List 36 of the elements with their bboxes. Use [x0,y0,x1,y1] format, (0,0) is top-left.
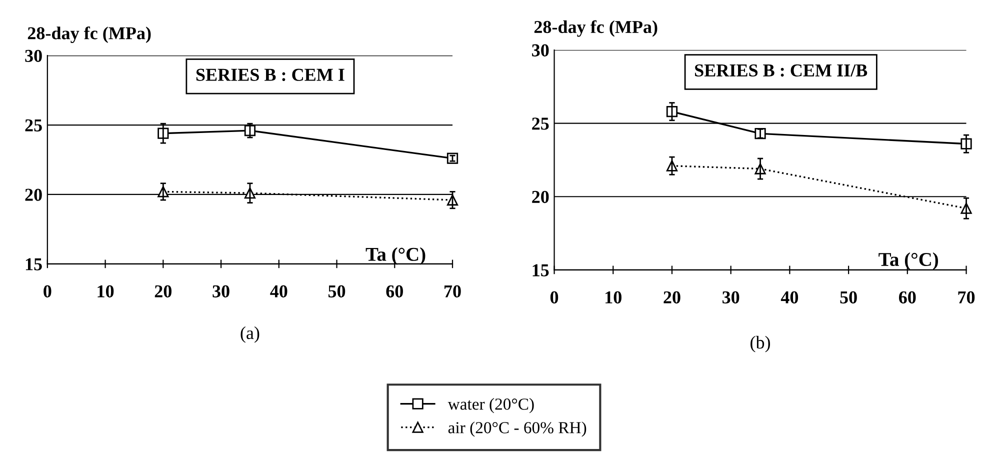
y-tick-label: 30 [25,50,42,62]
point [666,106,678,118]
x-tick-label: 10 [606,291,622,304]
x-tick-label: 50 [328,285,346,298]
point [244,125,256,136]
x-axis-title: Ta (°C) [878,252,938,270]
x-tick-label: 30 [722,291,740,304]
x-axis-title: Ta (°C) [366,247,426,265]
y-tick-label: 30 [532,44,549,56]
y-tick-label: 25 [25,119,42,132]
x-tick-label: 70 [958,291,975,304]
y-tick-label: 25 [532,118,549,130]
y-axis-title: 28-day fc (MPa) [28,26,151,44]
legend-label: water (20°C) [448,398,534,414]
x-tick-label: 70 [444,285,461,298]
x-tick-label: 60 [898,291,916,304]
legend-label: air (20°C - 60% RH) [448,422,586,437]
x-tick-label: 40 [780,291,798,304]
text: (b) [750,336,770,352]
x-tick-label: 30 [212,285,230,298]
y-tick-label: 15 [26,258,42,270]
x-tick-label: 20 [664,291,680,304]
x-tick-label: 50 [840,291,857,304]
x-tick-label: 60 [386,285,403,298]
text: (a) [240,326,260,343]
y-tick-label: 20 [532,190,549,204]
y-tick-label: 15 [532,264,549,276]
x-tick-label: 10 [98,285,114,298]
y-axis-title: 28-day fc (MPa) [534,20,658,37]
annotation: SERIES B : CEM II/B [695,64,868,77]
x-tick-label: 0 [550,291,558,304]
x-tick-label: 40 [270,285,288,298]
annotation: SERIES B : CEM I [196,68,344,81]
x-tick-label: 0 [44,285,52,298]
x-tick-label: 20 [154,285,172,298]
y-tick-label: 20 [25,188,42,201]
